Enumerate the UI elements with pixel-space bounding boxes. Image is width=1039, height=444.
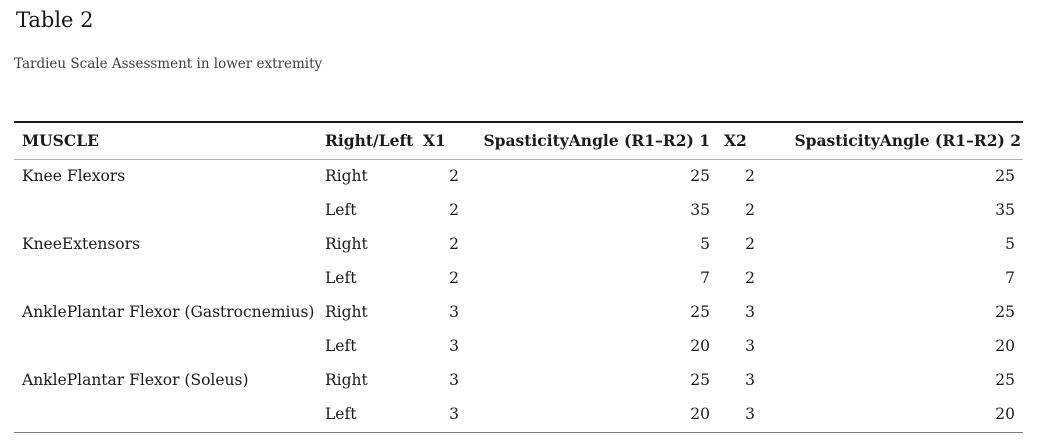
cell-muscle: [14, 398, 317, 433]
table-row: Knee Flexors Right 2 25 2 25: [14, 160, 1023, 195]
cell-spasticity-angle-1: 25: [690, 371, 710, 389]
column-header-spasticity-angle-2: SpasticityAngle (R1–R2) 2: [763, 122, 1023, 160]
cell-x1: 3: [449, 337, 459, 355]
cell-side: Left: [325, 405, 357, 423]
cell-spasticity-angle-2: 5: [1005, 235, 1015, 253]
cell-side: Right: [325, 303, 368, 321]
table-row: KneeExtensors Right 2 5 2 5: [14, 228, 1023, 262]
tardieu-scale-table: MUSCLE Right/Left X1 SpasticityAngle (R1…: [14, 121, 1023, 433]
cell-spasticity-angle-2: 20: [995, 337, 1015, 355]
column-header-x1: X1: [417, 122, 466, 160]
cell-spasticity-angle-2: 25: [995, 371, 1015, 389]
cell-muscle: [14, 262, 317, 296]
cell-side: Left: [325, 337, 357, 355]
cell-x2: 2: [745, 269, 755, 287]
column-header-muscle: MUSCLE: [14, 122, 317, 160]
column-header-spasticity-angle-1: SpasticityAngle (R1–R2) 1: [466, 122, 716, 160]
cell-spasticity-angle-2: 25: [995, 303, 1015, 321]
cell-x2: 2: [745, 201, 755, 219]
table-row: Left 3 20 3 20: [14, 398, 1023, 433]
cell-x2: 3: [745, 303, 755, 321]
cell-side: Right: [325, 371, 368, 389]
cell-x1: 2: [449, 167, 459, 185]
table-header-row: MUSCLE Right/Left X1 SpasticityAngle (R1…: [14, 122, 1023, 160]
cell-side: Left: [325, 201, 357, 219]
cell-x2: 3: [745, 337, 755, 355]
table-title: Table 2: [16, 8, 94, 32]
cell-x1: 3: [449, 405, 459, 423]
cell-side: Left: [325, 269, 357, 287]
cell-x1: 2: [449, 235, 459, 253]
cell-spasticity-angle-1: 5: [700, 235, 710, 253]
table-row: Left 2 7 2 7: [14, 262, 1023, 296]
cell-muscle: AnklePlantar Flexor (Gastrocnemius): [22, 303, 315, 321]
table-row: Left 3 20 3 20: [14, 330, 1023, 364]
cell-spasticity-angle-2: 35: [995, 201, 1015, 219]
cell-spasticity-angle-2: 7: [1005, 269, 1015, 287]
cell-spasticity-angle-1: 25: [690, 303, 710, 321]
column-header-x2: X2: [716, 122, 763, 160]
cell-spasticity-angle-1: 25: [690, 167, 710, 185]
cell-spasticity-angle-1: 35: [690, 201, 710, 219]
cell-x2: 2: [745, 167, 755, 185]
table-row: AnklePlantar Flexor (Soleus) Right 3 25 …: [14, 364, 1023, 398]
cell-x1: 2: [449, 269, 459, 287]
cell-muscle: KneeExtensors: [22, 235, 140, 253]
cell-muscle: Knee Flexors: [22, 167, 126, 185]
cell-muscle: [14, 194, 317, 228]
cell-x1: 3: [449, 303, 459, 321]
table-caption: Tardieu Scale Assessment in lower extrem…: [14, 56, 323, 72]
cell-spasticity-angle-1: 20: [690, 405, 710, 423]
cell-spasticity-angle-1: 7: [700, 269, 710, 287]
cell-spasticity-angle-2: 25: [995, 167, 1015, 185]
cell-muscle: AnklePlantar Flexor (Soleus): [22, 371, 249, 389]
column-header-right-left: Right/Left: [317, 122, 417, 160]
cell-side: Right: [325, 235, 368, 253]
cell-muscle: [14, 330, 317, 364]
table-row: AnklePlantar Flexor (Gastrocnemius) Righ…: [14, 296, 1023, 330]
cell-side: Right: [325, 167, 368, 185]
cell-x1: 3: [449, 371, 459, 389]
table-row: Left 2 35 2 35: [14, 194, 1023, 228]
cell-x2: 2: [745, 235, 755, 253]
cell-x2: 3: [745, 405, 755, 423]
cell-x1: 2: [449, 201, 459, 219]
cell-x2: 3: [745, 371, 755, 389]
cell-spasticity-angle-2: 20: [995, 405, 1015, 423]
cell-spasticity-angle-1: 20: [690, 337, 710, 355]
